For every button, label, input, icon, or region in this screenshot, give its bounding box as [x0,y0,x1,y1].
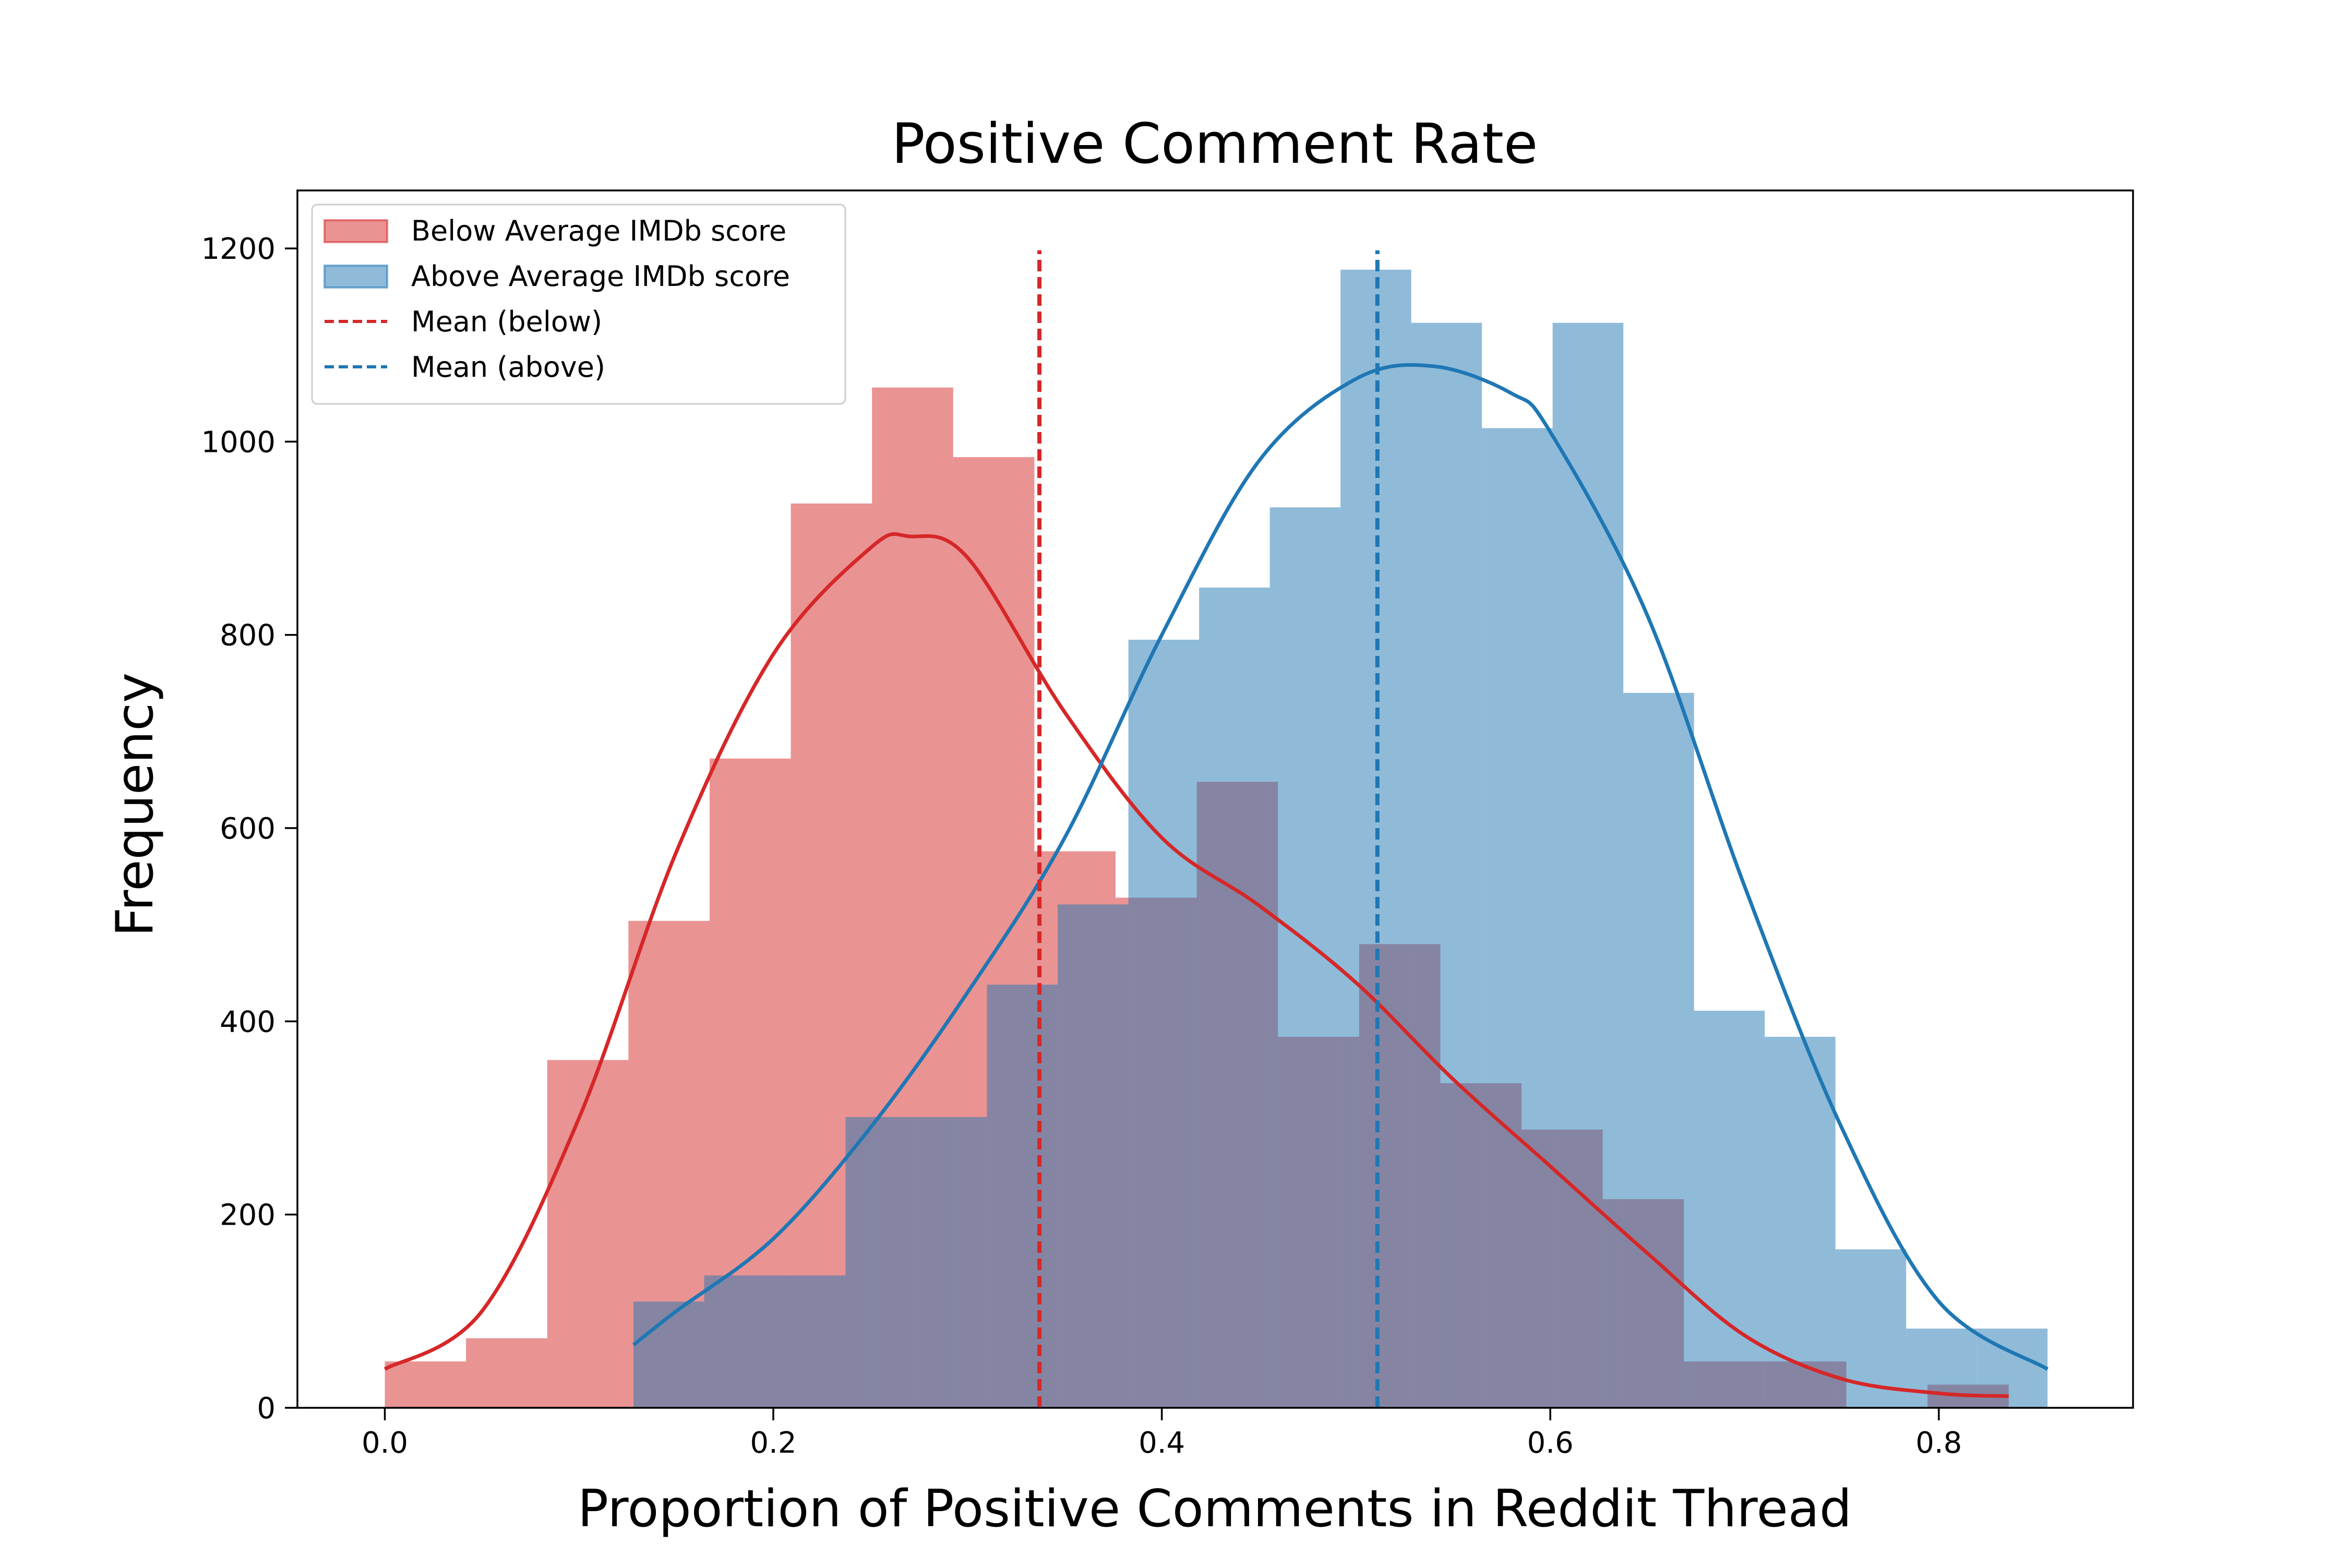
x-tick-label: 0.2 [750,1426,797,1460]
histogram-bar [916,1117,987,1408]
histogram-bar [1199,588,1270,1408]
histogram-bar [633,1301,704,1408]
x-tick-label: 0.8 [1915,1426,1962,1460]
kde-line-series-2 [384,532,2009,1398]
legend-label: Above Average IMDb score [411,260,790,293]
legend: Below Average IMDb score Above Average IM… [311,204,846,405]
histogram-bar [1058,904,1129,1408]
legend-swatch [324,219,388,243]
y-tick-label: 0 [257,1392,275,1426]
histogram-bar [704,1275,775,1408]
histogram-bar [385,1361,466,1408]
histogram-bar [1128,639,1200,1408]
y-tick-label: 200 [220,1199,275,1232]
kde-line-series-3 [632,363,2049,1371]
plot-area: 0.0 0.2 0.4 0.6 0.8 0 200 400 600 800 1000 1200 [201,189,2134,1460]
histogram-bar [1623,692,1694,1408]
chart-title: Positive Comment Rate [892,112,1538,176]
histogram-bar [1411,322,1482,1408]
histogram-bar [466,1338,547,1408]
histogram-bar [547,1060,629,1408]
y-axis-label: Frequency [105,673,165,937]
x-tick-label: 0.0 [362,1426,408,1460]
legend-swatch [324,265,388,289]
x-tick-label: 0.4 [1139,1426,1185,1460]
y-tick-label: 1200 [201,232,275,266]
legend-label: Mean (above) [411,351,605,384]
histogram-bar [1552,322,1624,1408]
histogram-bar [987,985,1058,1408]
legend-label: Below Average IMDb score [411,214,786,247]
legend-box [311,204,846,405]
x-tick-label: 0.6 [1527,1426,1574,1460]
histogram-bar [1765,1036,1836,1408]
y-tick-label: 800 [220,619,275,653]
y-tick-label: 600 [220,812,275,846]
y-tick-label: 400 [220,1005,275,1039]
axes-frame [296,189,2134,1409]
histogram-bar [1269,507,1341,1408]
histogram-bar [845,1117,917,1408]
histogram-bar [1694,1010,1765,1408]
x-axis-label: Proportion of Positive Comments in Reddi… [578,1479,1852,1539]
y-tick-label: 1000 [201,425,275,459]
histogram-bar [775,1275,846,1408]
legend-label: Mean (below) [411,305,602,338]
histogram-bar [1482,428,1553,1408]
